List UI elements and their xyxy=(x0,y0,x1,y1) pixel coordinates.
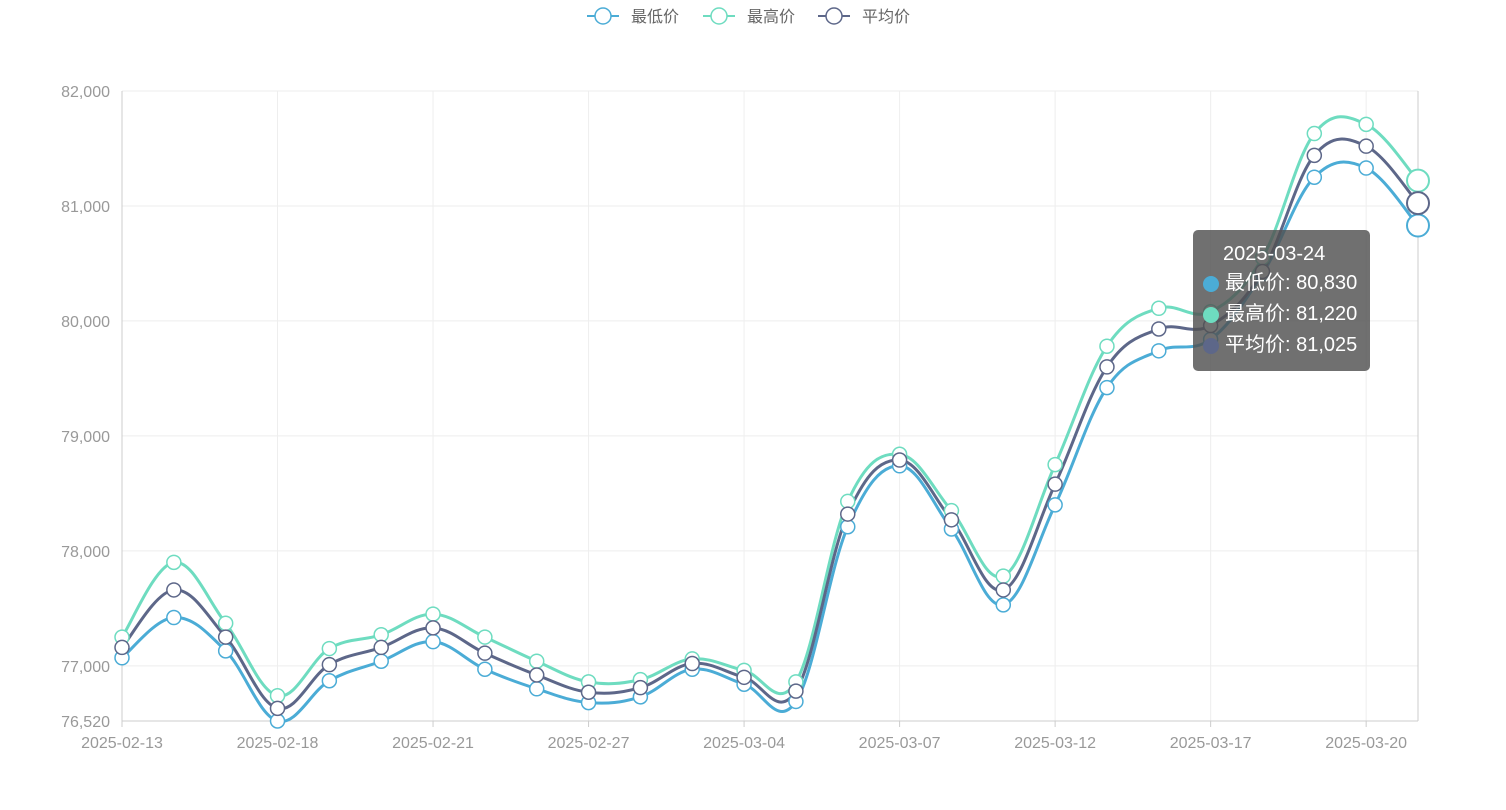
data-point-low xyxy=(1047,497,1063,513)
x-tick-label: 2025-03-12 xyxy=(1014,735,1096,752)
data-point-low xyxy=(477,661,493,678)
data-point-avg xyxy=(114,639,130,656)
data-point-high xyxy=(321,640,338,657)
y-tick-label: 81,000 xyxy=(61,199,110,216)
data-point-avg xyxy=(425,620,441,636)
x-tick-label: 2025-02-21 xyxy=(392,735,474,752)
data-point-avg xyxy=(1306,147,1323,164)
data-point-avg xyxy=(1047,476,1063,492)
tooltip-low-marker xyxy=(1203,275,1219,292)
data-point-low xyxy=(995,597,1012,613)
data-point-high xyxy=(217,615,234,632)
data-point-avg xyxy=(528,667,545,683)
data-point-high xyxy=(166,554,182,571)
data-point-avg xyxy=(1358,138,1374,154)
data-point-high xyxy=(1358,116,1374,133)
data-point-avg xyxy=(1406,191,1430,216)
data-point-avg xyxy=(891,452,908,468)
data-point-high xyxy=(1306,125,1323,142)
data-point-high xyxy=(1099,338,1115,354)
data-point-low xyxy=(1406,213,1430,238)
data-point-low xyxy=(528,681,545,697)
series-line-avg xyxy=(120,137,1420,711)
data-point-low xyxy=(1306,169,1323,185)
tooltip-avg-marker xyxy=(1203,337,1219,354)
data-point-avg xyxy=(580,684,597,701)
x-tick-label: 2025-03-17 xyxy=(1170,735,1252,752)
tooltip-row-high: 最高价: 81,220 xyxy=(1203,299,1370,330)
y-tick-label: 76,520 xyxy=(61,714,110,731)
data-point-avg xyxy=(684,655,700,672)
data-point-avg xyxy=(166,582,182,598)
y-tick-label: 82,000 xyxy=(61,84,110,101)
y-tick-label: 77,000 xyxy=(61,659,110,676)
y-tick-label: 80,000 xyxy=(61,314,110,331)
legend-label-high: 最高价 xyxy=(747,8,795,26)
data-point-avg xyxy=(269,700,286,717)
y-tick-label: 78,000 xyxy=(61,544,110,561)
data-point-low xyxy=(1151,343,1167,359)
data-point-low xyxy=(1099,379,1115,396)
data-point-avg xyxy=(788,683,804,699)
x-tick-label: 2025-03-07 xyxy=(859,735,941,752)
data-point-avg xyxy=(477,645,493,661)
x-tick-label: 2025-03-20 xyxy=(1325,735,1407,752)
data-point-avg xyxy=(995,582,1012,598)
data-point-avg xyxy=(1151,321,1167,337)
legend-marker-low xyxy=(594,7,612,25)
data-point-low xyxy=(373,653,389,669)
legend-label-avg: 平均价 xyxy=(862,8,910,26)
tooltip-date: 2025-03-24 xyxy=(1223,243,1326,265)
data-point-avg xyxy=(217,629,234,645)
data-point-high xyxy=(1151,300,1167,317)
data-point-avg xyxy=(632,679,649,696)
tooltip-avg-text: 平均价: 81,025 xyxy=(1225,334,1358,356)
data-point-low xyxy=(1358,160,1374,176)
legend-label-low: 最低价 xyxy=(631,8,679,26)
data-point-avg xyxy=(943,512,960,528)
tooltip-high-marker xyxy=(1203,306,1219,323)
tooltip-row-low: 最低价: 80,830 xyxy=(1203,268,1370,299)
x-tick-label: 2025-02-13 xyxy=(81,735,163,752)
data-point-low xyxy=(217,643,234,659)
x-tick-label: 2025-02-27 xyxy=(548,735,630,752)
legend-marker-high xyxy=(710,7,728,25)
data-point-low xyxy=(321,673,338,689)
tooltip-high-text: 最高价: 81,220 xyxy=(1225,303,1358,325)
legend-marker-avg xyxy=(825,7,843,25)
data-point-low xyxy=(425,633,441,650)
tooltip-low-text: 最低价: 80,830 xyxy=(1225,272,1358,294)
data-point-avg xyxy=(1099,359,1115,375)
data-point-high xyxy=(425,606,441,622)
data-point-avg xyxy=(736,669,752,686)
data-point-avg xyxy=(321,656,338,673)
data-point-high xyxy=(528,653,545,669)
chart-tooltip: 2025-03-24 最低价: 80,830 最高价: 81,220 平均价: … xyxy=(1193,230,1370,371)
data-point-high xyxy=(995,568,1012,584)
data-point-high xyxy=(477,629,493,645)
x-tick-label: 2025-03-04 xyxy=(703,735,785,752)
series-line-high xyxy=(120,115,1420,698)
data-point-avg xyxy=(373,639,389,656)
data-point-low xyxy=(166,609,182,626)
tooltip-row-avg: 平均价: 81,025 xyxy=(1203,330,1370,361)
data-point-avg xyxy=(840,506,856,522)
y-tick-label: 79,000 xyxy=(61,429,110,446)
data-point-high xyxy=(1406,168,1430,193)
x-tick-label: 2025-02-18 xyxy=(237,735,319,752)
data-point-high xyxy=(1047,456,1063,473)
